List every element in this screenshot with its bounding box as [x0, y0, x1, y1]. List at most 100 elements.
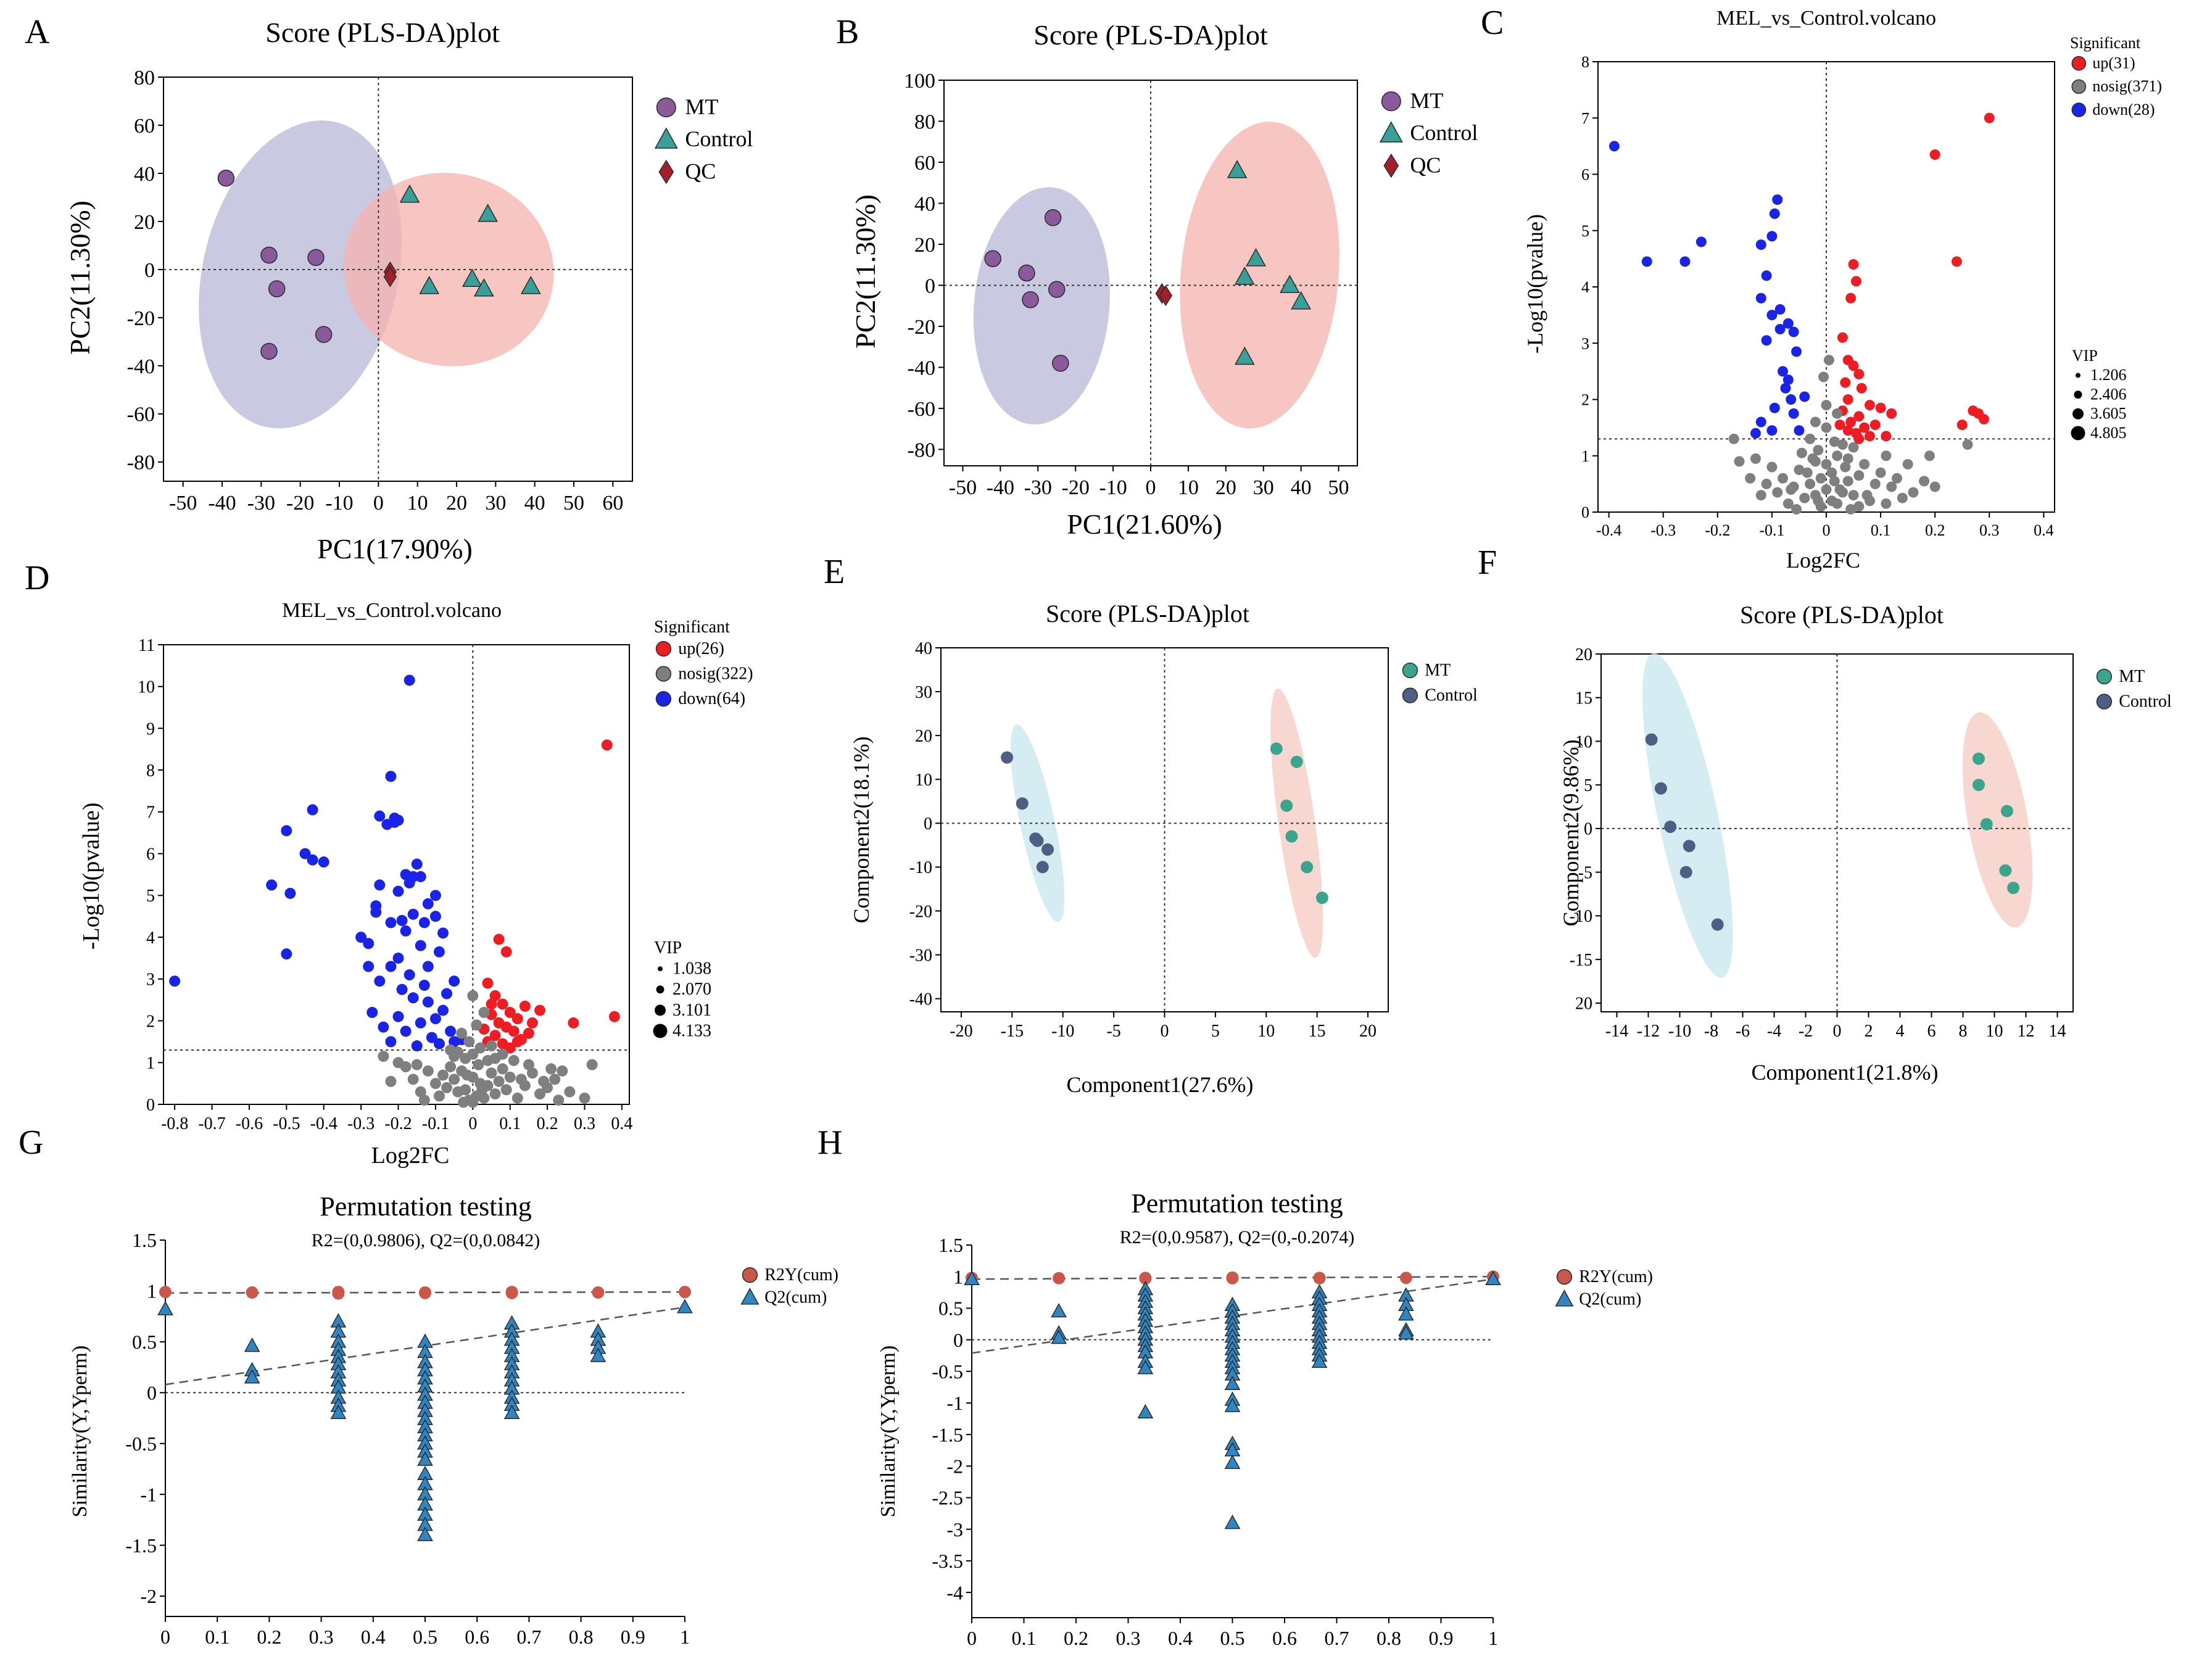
x-tick-label: 4: [1896, 1022, 1905, 1041]
y-tick-label: 8: [146, 761, 155, 780]
data-point: [608, 1011, 620, 1022]
x-tick-label: -0.1: [1759, 521, 1784, 539]
y-tick-label: 0.5: [938, 1297, 963, 1320]
y-tick-label: 60: [914, 152, 935, 175]
y-tick-label: 0: [1581, 503, 1589, 521]
data-point: [1291, 291, 1311, 310]
data-point: [385, 1036, 397, 1048]
legend-label: MT: [685, 94, 718, 119]
chart-title: Permutation testing: [1131, 1188, 1343, 1219]
data-point: [407, 1074, 419, 1085]
data-point: [1832, 408, 1843, 419]
data-point: [553, 1094, 565, 1106]
data-point: [404, 969, 415, 981]
confidence-ellipse-mt: [973, 187, 1110, 425]
data-point: [1886, 408, 1897, 419]
x-tick-label: 0.3: [1116, 1627, 1141, 1649]
y-axis-label: Similarity(Y,Yperm): [877, 1346, 900, 1518]
data-point: [1853, 368, 1865, 379]
data-point: [508, 1025, 520, 1037]
data-point: [503, 1404, 520, 1420]
data-point: [385, 771, 397, 782]
x-tick-label: 0.9: [1429, 1627, 1454, 1649]
data-point: [411, 1040, 423, 1052]
data-point: [1832, 498, 1843, 509]
legend-marker-r2y-cum-: [742, 1267, 758, 1283]
data-point: [1853, 433, 1865, 444]
data-point: [1834, 420, 1845, 431]
data-point: [679, 1286, 691, 1299]
x-axis-label: Log2FC: [371, 1143, 450, 1169]
data-point: [417, 1451, 433, 1466]
panel-label: E: [824, 553, 845, 591]
y-axis-label: -Log10(pvalue): [78, 803, 104, 950]
data-point: [396, 915, 408, 926]
y-tick-label: -40: [908, 357, 935, 379]
data-point: [1805, 478, 1816, 489]
x-tick-label: 0.8: [1377, 1627, 1401, 1649]
data-point: [422, 996, 434, 1008]
data-point: [1139, 1272, 1152, 1285]
series-qc: [383, 261, 397, 288]
panel-label: A: [25, 13, 50, 51]
data-point: [1881, 431, 1892, 442]
x-tick-label: -30: [1024, 476, 1052, 499]
y-tick-label: -0.5: [932, 1360, 963, 1383]
panel-label: G: [19, 1123, 43, 1162]
data-point: [419, 276, 440, 294]
vip-size-marker: [655, 1004, 666, 1016]
legend: Significant up(26) nosig(322) down(64): [654, 618, 753, 708]
data-point: [1290, 755, 1303, 768]
y-axis-label: Similarity(Y,Yperm): [68, 1346, 91, 1518]
data-point: [1853, 501, 1865, 512]
legend: R2Y(cum) Q2(cum): [740, 1265, 838, 1307]
x-tick-label: 0.8: [569, 1626, 594, 1648]
data-point: [385, 1075, 397, 1087]
legend-marker-down-64-: [655, 691, 672, 707]
data-point: [1734, 456, 1745, 467]
data-point: [1821, 484, 1832, 495]
data-point: [1856, 383, 1867, 394]
x-tick-label: 5: [1211, 1022, 1220, 1041]
y-tick-label: 10: [1575, 732, 1592, 751]
y-tick-label: 100: [904, 70, 935, 93]
data-point: [486, 998, 497, 1010]
legend-marker-q2-cum-: [740, 1288, 760, 1305]
data-point: [385, 917, 397, 929]
data-point: [1973, 752, 1985, 765]
data-point: [1840, 461, 1851, 473]
data-point: [482, 977, 494, 989]
data-point: [429, 911, 441, 922]
y-tick-label: 60: [134, 115, 155, 138]
data-point: [1772, 487, 1783, 498]
legend-label: up(26): [678, 639, 724, 658]
data-point: [1285, 830, 1298, 843]
data-point: [964, 1270, 980, 1286]
y-tick-label: 0: [147, 1381, 157, 1404]
x-tick-label: -0.4: [310, 1114, 337, 1133]
x-tick-label: -10: [1668, 1022, 1691, 1041]
data-point: [330, 1404, 347, 1420]
x-tick-label: 14: [2049, 1022, 2066, 1041]
legend-label: QC: [685, 159, 716, 183]
panel-label: F: [1478, 544, 1497, 582]
y-tick-label: 0.5: [132, 1331, 157, 1353]
data-point: [1755, 416, 1766, 428]
data-point: [1815, 473, 1826, 484]
y-axis-label: Component2(9.86%): [1559, 740, 1583, 927]
y-tick-label: -1.5: [932, 1423, 963, 1446]
legend: R2Y(cum) Q2(cum): [1555, 1267, 1653, 1309]
legend-marker-q2-cum-: [1555, 1289, 1574, 1307]
y-tick-label: 20: [915, 727, 932, 746]
y-tick-label: -80: [908, 439, 935, 461]
y-tick-label: 1.5: [132, 1229, 157, 1251]
x-tick-label: 0.3: [309, 1626, 334, 1648]
data-point: [579, 1092, 590, 1104]
data-point: [246, 1286, 259, 1299]
data-point: [307, 854, 318, 866]
y-axis-label: PC2(11.30%): [850, 194, 881, 349]
x-tick-label: 1: [1488, 1627, 1498, 1649]
y-tick-label: 20: [914, 234, 935, 257]
x-tick-label: -0.6: [236, 1114, 263, 1133]
data-point: [392, 1057, 404, 1069]
